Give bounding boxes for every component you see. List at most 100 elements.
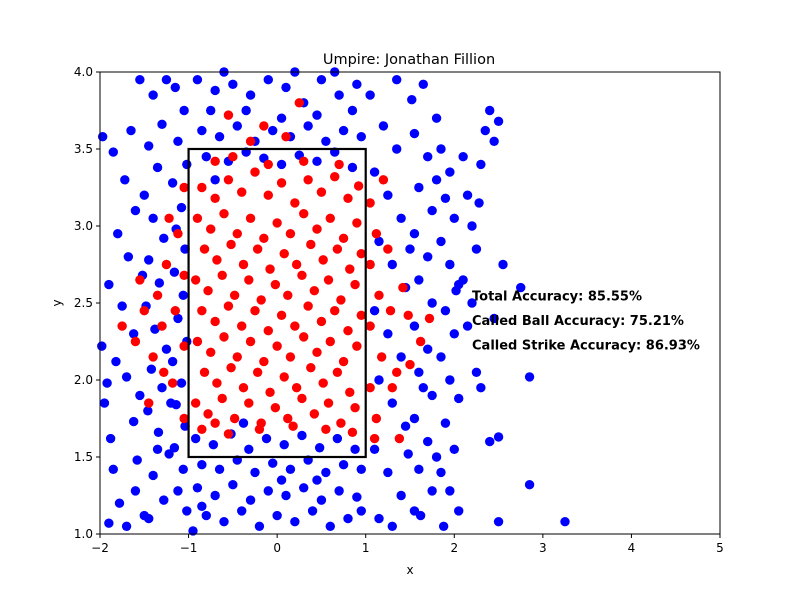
data-point [415, 336, 426, 347]
data-point [474, 198, 484, 208]
data-point [449, 329, 459, 339]
data-point [244, 398, 254, 408]
data-point [259, 121, 269, 131]
data-point [135, 390, 145, 401]
data-point [449, 213, 459, 223]
data-point [392, 144, 402, 154]
data-point [223, 429, 234, 439]
data-point [352, 79, 362, 90]
data-point [290, 516, 300, 527]
data-point [148, 90, 158, 100]
data-point [288, 421, 298, 431]
data-point [332, 244, 343, 254]
data-point [423, 344, 433, 354]
data-point [173, 486, 183, 496]
data-point [440, 418, 451, 428]
data-point [219, 208, 229, 219]
data-point [309, 285, 320, 296]
data-point [244, 275, 254, 285]
data-point [259, 233, 269, 244]
data-point [309, 409, 320, 419]
data-point [208, 439, 219, 450]
data-point [299, 156, 309, 167]
data-point [312, 156, 322, 167]
data-point [371, 229, 382, 239]
y-axis-ticks: 1.0 1.5 2.0 2.5 3.0 3.5 4.0 [74, 65, 100, 541]
data-point [279, 372, 289, 382]
data-point [192, 336, 203, 347]
data-point [146, 364, 157, 374]
data-point [114, 498, 125, 508]
data-point [414, 464, 424, 475]
data-point [199, 367, 210, 377]
called-strike-accuracy-label: Called Strike Accuracy: 86.93% [472, 339, 700, 354]
data-point [299, 208, 309, 219]
data-point [431, 175, 442, 185]
data-point [245, 495, 256, 505]
data-point [144, 255, 154, 265]
data-point [560, 516, 570, 527]
data-point [210, 316, 220, 327]
data-point [458, 152, 468, 162]
data-point [272, 218, 282, 228]
data-point [228, 152, 238, 162]
data-point [237, 187, 247, 197]
data-point [166, 398, 176, 408]
data-point [423, 252, 433, 262]
data-point [228, 79, 238, 90]
data-point [135, 75, 145, 85]
data-point [178, 464, 188, 475]
data-point [180, 244, 190, 254]
data-point [190, 433, 201, 444]
data-point [272, 510, 282, 521]
data-point [436, 467, 446, 478]
data-point [276, 178, 287, 188]
data-point [338, 233, 349, 244]
data-point [374, 290, 384, 300]
data-point [445, 375, 455, 385]
data-point [237, 506, 247, 516]
data-point [176, 378, 187, 388]
data-point [241, 105, 251, 116]
data-point [318, 255, 328, 265]
data-point [338, 356, 349, 367]
data-point [318, 378, 328, 388]
data-point [159, 367, 169, 377]
data-point [352, 341, 362, 351]
data-point [485, 105, 495, 116]
data-point [445, 259, 455, 270]
data-point [415, 510, 426, 521]
data-point [229, 290, 240, 300]
data-point [445, 167, 455, 177]
data-point [217, 270, 227, 280]
data-point [424, 313, 435, 324]
data-point [343, 193, 353, 203]
data-point [353, 181, 364, 191]
data-point [159, 495, 169, 505]
data-point [396, 490, 406, 501]
data-point [423, 436, 433, 447]
data-point [206, 224, 216, 234]
data-point [219, 332, 229, 342]
data-point [250, 167, 260, 177]
data-point [281, 490, 291, 501]
data-point [405, 244, 415, 254]
data-point [409, 128, 420, 139]
data-point [440, 306, 451, 316]
data-point [210, 490, 220, 501]
data-point [285, 229, 296, 239]
data-point [97, 341, 107, 351]
data-point [369, 444, 380, 454]
data-point [498, 259, 508, 270]
data-point [111, 356, 121, 367]
data-point [170, 82, 180, 93]
data-point [226, 362, 236, 373]
data-point [462, 321, 473, 331]
data-point [405, 359, 415, 370]
data-point [128, 416, 139, 427]
data-point [212, 378, 222, 388]
data-point [276, 113, 287, 123]
data-point [467, 221, 477, 231]
data-point [206, 105, 216, 116]
